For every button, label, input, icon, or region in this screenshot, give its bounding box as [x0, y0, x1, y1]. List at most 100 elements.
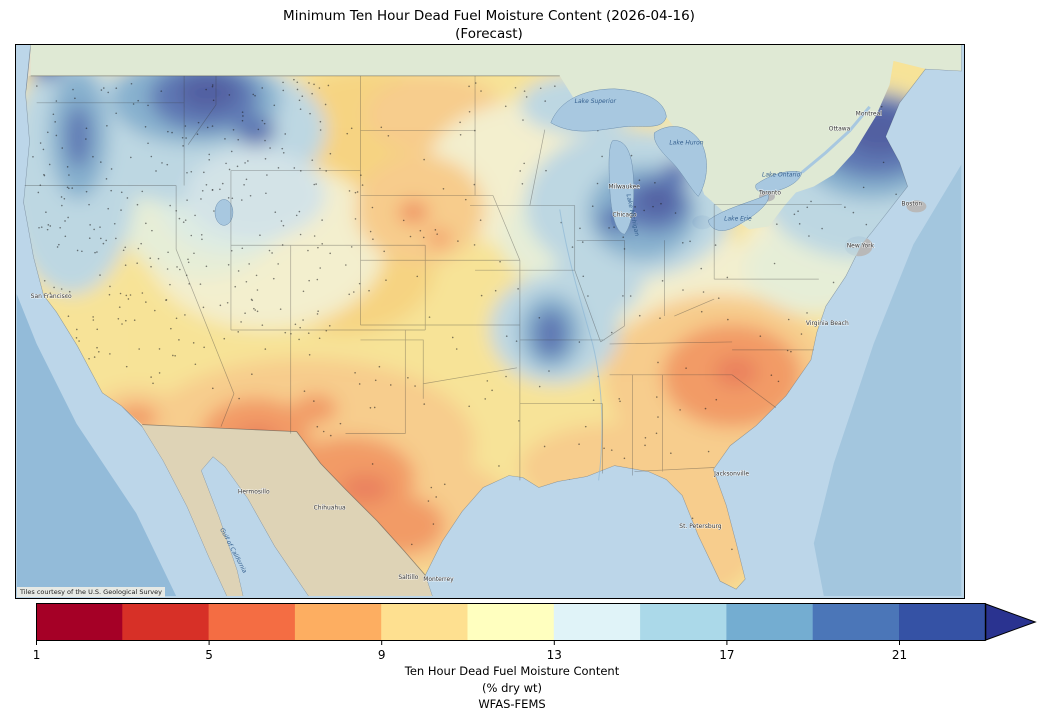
station-dot [282, 89, 285, 92]
station-dot [311, 92, 313, 95]
station-dot [380, 126, 383, 129]
lake-ontario [755, 171, 803, 193]
station-dot [212, 387, 214, 390]
station-dot [85, 138, 87, 140]
station-dot [52, 113, 55, 116]
station-dot [231, 197, 234, 200]
station-dot [523, 90, 526, 92]
station-dot [192, 342, 195, 344]
station-dot [700, 310, 703, 313]
international-borders [30, 75, 560, 576]
station-dot [49, 292, 52, 294]
station-dot [136, 262, 138, 265]
station-dot [56, 246, 59, 248]
colorbar-segment [899, 604, 986, 640]
station-dot [117, 318, 120, 320]
station-dot [43, 174, 46, 177]
station-dot [170, 327, 172, 330]
station-dot [491, 389, 493, 392]
station-dot [152, 382, 154, 385]
station-dot [302, 319, 304, 321]
map-label: Lake Huron [669, 140, 703, 147]
station-dot [252, 93, 255, 96]
station-dot [643, 209, 645, 212]
station-dot [232, 128, 235, 131]
station-dot [273, 104, 276, 107]
station-dot [66, 186, 69, 189]
map-label: Boston [902, 200, 923, 207]
station-dot [480, 90, 482, 92]
station-dot [110, 189, 112, 192]
station-dot [68, 187, 70, 190]
station-dot [76, 249, 79, 252]
station-dot [223, 337, 226, 340]
station-dot [808, 235, 810, 237]
station-dot [623, 248, 626, 250]
station-dot [293, 167, 296, 169]
station-dot [61, 204, 63, 207]
station-dot [240, 321, 242, 323]
station-dot [702, 291, 705, 293]
station-dot [184, 314, 186, 316]
station-dot [313, 400, 315, 402]
station-dot [130, 82, 133, 85]
colorbar-segment [726, 604, 814, 640]
map-label: Montreal [856, 111, 883, 118]
station-dot [243, 183, 245, 186]
station-dot [124, 246, 127, 249]
station-dot [852, 211, 855, 214]
station-dot [296, 81, 299, 84]
station-dot [325, 170, 327, 172]
pacific-deep-water [16, 294, 177, 596]
station-dot [584, 425, 587, 428]
map-label: Hermosillo [238, 488, 270, 495]
map-svg: San Francisco Milwaukee Chicago Toronto Otta… [16, 45, 962, 596]
station-dot [255, 274, 258, 277]
station-dot [208, 153, 211, 156]
station-dot [66, 295, 68, 297]
station-dot [371, 206, 374, 209]
station-dot [371, 463, 374, 465]
station-dot [689, 240, 691, 243]
station-dot [578, 443, 580, 445]
station-dot [505, 335, 508, 337]
station-dot [100, 161, 102, 163]
station-dot [157, 257, 160, 260]
station-dot [473, 244, 476, 246]
station-dot [115, 87, 118, 89]
station-dot [383, 250, 385, 253]
colorbar-segment [294, 604, 382, 640]
station-dot [237, 138, 240, 141]
map-canvas: San Francisco Milwaukee Chicago Toronto Otta… [15, 44, 965, 599]
station-dot [203, 171, 205, 174]
station-dot [423, 403, 426, 405]
station-dot [174, 354, 176, 357]
station-dot [100, 237, 102, 240]
station-dot [37, 191, 40, 194]
station-dot [96, 346, 98, 349]
station-dot [714, 244, 717, 246]
station-dot [587, 295, 589, 297]
mexico-region [142, 424, 433, 596]
canada-region [30, 45, 962, 230]
station-dot [245, 178, 248, 181]
station-dot [543, 445, 546, 448]
station-dot [544, 100, 546, 102]
station-dot [88, 203, 90, 206]
station-dot [457, 240, 459, 242]
station-dot [208, 158, 211, 161]
station-dot [165, 299, 168, 301]
station-dot [261, 87, 264, 89]
station-dot [249, 194, 252, 197]
colorbar-tick-label: 21 [892, 648, 907, 662]
station-dot [596, 182, 599, 185]
station-dot [759, 335, 762, 337]
station-dot [442, 187, 445, 190]
station-dot [554, 85, 556, 87]
station-dot [120, 209, 122, 211]
station-dot [659, 317, 661, 320]
station-dot [322, 430, 325, 433]
colorbar-tick-label: 1 [33, 648, 41, 662]
station-dot [423, 158, 425, 161]
station-dot [130, 156, 132, 159]
